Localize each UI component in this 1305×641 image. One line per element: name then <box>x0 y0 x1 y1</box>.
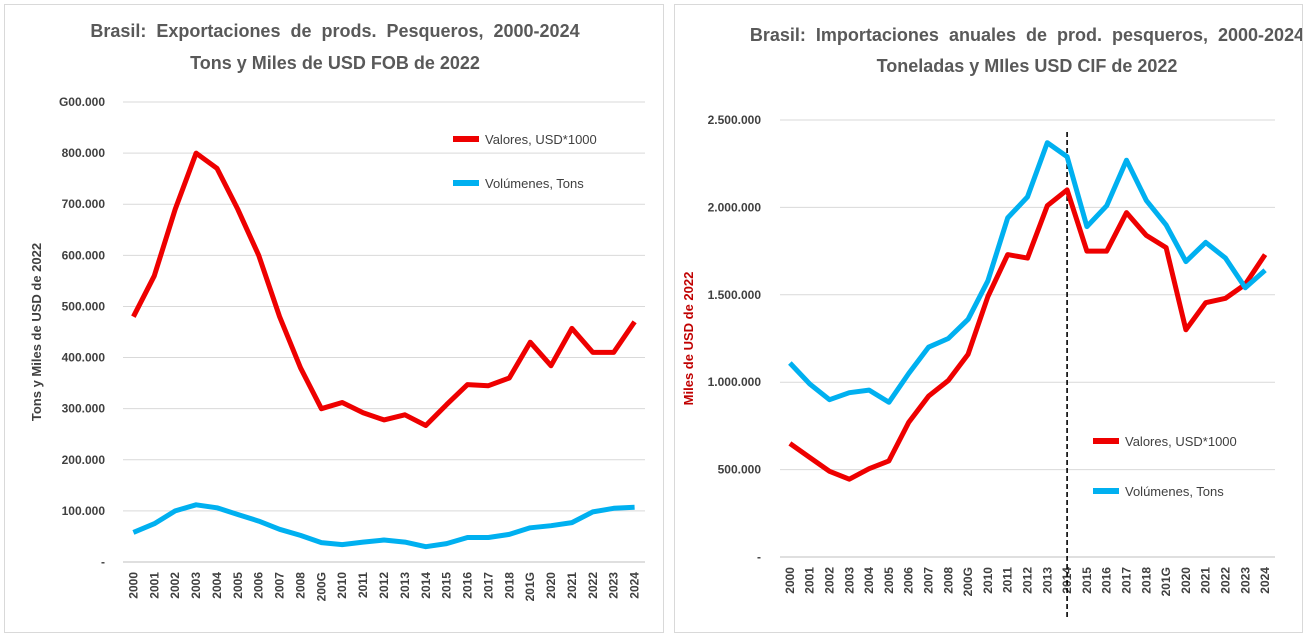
x-tick-label: 2014 <box>419 572 433 599</box>
y-tick-label: - <box>757 550 761 564</box>
x-tick-label: 2011 <box>356 572 370 598</box>
y-tick-label: - <box>101 555 105 569</box>
chart-subtitle: Toneladas y MIles USD CIF de 2022 <box>877 56 1178 76</box>
x-tick-label: 2011 <box>1001 567 1015 593</box>
y-tick-label: 600.000 <box>62 248 106 262</box>
x-tick-label: 2006 <box>252 572 266 599</box>
x-tick-label: 2010 <box>981 567 995 594</box>
x-tick-label: 2016 <box>1100 567 1114 594</box>
chart-title: Brasil: Importaciones anuales de prod. p… <box>750 25 1302 45</box>
x-tick-label: 201G <box>1159 567 1173 596</box>
series-line-valores <box>788 187 1268 482</box>
y-tick-label: 500.000 <box>62 299 106 313</box>
x-tick-label: 2015 <box>1080 567 1094 594</box>
x-tick-label: 2000 <box>783 567 797 594</box>
exports-line-chart: Brasil: Exportaciones de prods. Pesquero… <box>29 21 645 601</box>
x-tick-label: 200G <box>961 567 975 596</box>
chart-title: Brasil: Exportaciones de prods. Pesquero… <box>90 21 579 41</box>
exports-chart-panel: Brasil: Exportaciones de prods. Pesquero… <box>4 4 664 633</box>
x-tick-label: 201G <box>523 572 537 601</box>
x-tick-label: 2020 <box>544 572 558 599</box>
y-tick-label: 2.500.000 <box>708 113 762 127</box>
y-axis-label: Miles de USD de 2022 <box>681 272 696 406</box>
x-tick-label: 2007 <box>273 572 287 599</box>
x-tick-label: 2013 <box>1040 567 1054 594</box>
x-tick-label: 2006 <box>902 567 916 594</box>
x-tick-label: 2005 <box>231 572 245 599</box>
series-line-volumenes <box>788 140 1267 405</box>
x-tick-label: 2007 <box>922 567 936 594</box>
x-tick-label: 2013 <box>398 572 412 599</box>
x-tick-label: 2002 <box>168 572 182 599</box>
y-axis-label: Tons y Miles de USD de 2022 <box>29 243 44 421</box>
x-tick-label: 2010 <box>335 572 349 599</box>
x-tick-label: 2016 <box>461 572 475 599</box>
x-tick-label: 2012 <box>1021 567 1035 594</box>
x-tick-label: 2022 <box>586 572 600 599</box>
imports-chart-frame: Brasil: Importaciones anuales de prod. p… <box>674 4 1304 633</box>
x-tick-label: 2021 <box>565 572 579 599</box>
legend-label: Volúmenes, Tons <box>485 176 584 191</box>
x-tick-label: 2018 <box>502 572 516 599</box>
x-tick-label: 2017 <box>1120 567 1134 594</box>
x-tick-label: 2022 <box>1219 567 1233 594</box>
x-tick-label: 2018 <box>1139 567 1153 594</box>
x-tick-label: 2017 <box>481 572 495 599</box>
x-tick-label: 2008 <box>293 572 307 599</box>
x-tick-label: 2015 <box>440 572 454 599</box>
y-tick-label: 500.000 <box>718 463 762 477</box>
x-tick-label: 2024 <box>628 572 642 599</box>
imports-line-chart: Brasil: Importaciones anuales de prod. p… <box>681 25 1304 619</box>
x-tick-label: 2005 <box>882 567 896 594</box>
x-tick-label: 2023 <box>1238 567 1252 594</box>
series-line-volumenes <box>132 502 635 550</box>
y-tick-label: 1.500.000 <box>708 288 762 302</box>
x-tick-label: 2008 <box>941 567 955 594</box>
x-tick-label: 2004 <box>862 567 876 594</box>
y-tick-label: 400.000 <box>62 351 106 365</box>
x-tick-label: 2001 <box>147 572 161 599</box>
x-tick-label: 2000 <box>126 572 140 599</box>
legend-label: Valores, USD*1000 <box>485 132 597 147</box>
imports-chart-panel: Brasil: Importaciones anuales de prod. p… <box>670 0 1305 641</box>
x-tick-label: 2003 <box>842 567 856 594</box>
chart-subtitle: Tons y Miles de USD FOB de 2022 <box>190 53 480 73</box>
series-line-valores <box>131 150 637 428</box>
legend-label: Volúmenes, Tons <box>1125 484 1224 499</box>
x-tick-label: 2020 <box>1179 567 1193 594</box>
y-tick-label: 700.000 <box>62 197 106 211</box>
y-tick-label: 200.000 <box>62 453 106 467</box>
y-tick-label: 100.000 <box>62 504 106 518</box>
exports-chart-frame: Brasil: Exportaciones de prods. Pesquero… <box>4 4 664 633</box>
y-tick-label: 2.000.000 <box>708 200 762 214</box>
x-tick-label: 2001 <box>803 567 817 594</box>
y-tick-label: 1.000.000 <box>708 375 762 389</box>
legend-label: Valores, USD*1000 <box>1125 434 1237 449</box>
y-tick-label: 800.000 <box>62 146 106 160</box>
y-tick-label: G00.000 <box>59 95 105 109</box>
x-tick-label: 200G <box>314 572 328 601</box>
x-tick-label: 2021 <box>1199 567 1213 594</box>
x-tick-label: 2002 <box>823 567 837 594</box>
x-tick-label: 2012 <box>377 572 391 599</box>
y-tick-label: 300.000 <box>62 402 106 416</box>
x-tick-label: 2004 <box>210 572 224 599</box>
x-tick-label: 2024 <box>1258 567 1272 594</box>
x-tick-label: 2023 <box>607 572 621 599</box>
x-tick-label: 2003 <box>189 572 203 599</box>
